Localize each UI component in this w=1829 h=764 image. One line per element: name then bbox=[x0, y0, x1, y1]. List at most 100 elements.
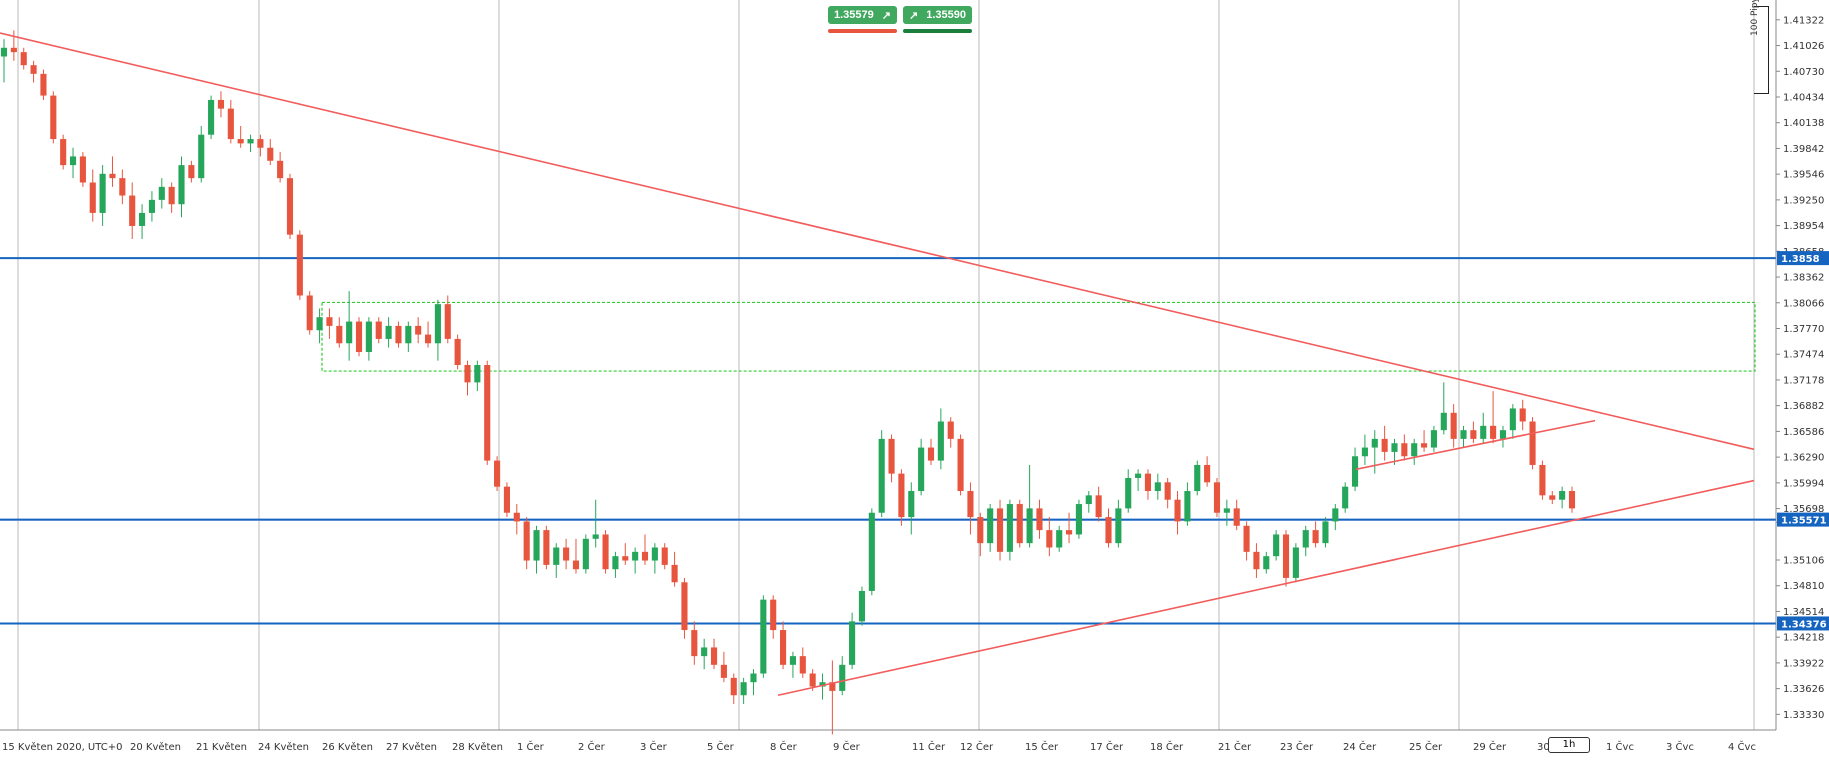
candle bbox=[572, 538, 580, 574]
price-tick-label: 1.34810 bbox=[1783, 581, 1824, 592]
candle bbox=[533, 525, 540, 574]
timeframe-badge[interactable]: 1h bbox=[1548, 737, 1590, 753]
candle-body bbox=[1036, 508, 1043, 531]
horizontal-levels[interactable] bbox=[0, 257, 1776, 625]
sell-button[interactable]: 1.35579 ↗ bbox=[828, 6, 897, 33]
price-tick-label: 1.39546 bbox=[1783, 170, 1824, 181]
candle bbox=[1263, 551, 1270, 574]
candle bbox=[178, 156, 185, 218]
candle bbox=[977, 512, 984, 557]
time-tick-label: 20 Květen bbox=[130, 741, 181, 753]
time-tick-label: 26 Květen bbox=[322, 741, 373, 753]
candle bbox=[1460, 425, 1467, 448]
supply-zone[interactable] bbox=[321, 301, 1756, 372]
sell-bar bbox=[828, 29, 897, 33]
candle-body bbox=[208, 99, 215, 135]
candle-body bbox=[454, 338, 461, 365]
candle-body bbox=[296, 234, 303, 296]
time-tick-label: 28 Květen bbox=[452, 741, 503, 753]
candle bbox=[1154, 473, 1161, 500]
candle-body bbox=[10, 47, 17, 53]
candle bbox=[444, 295, 451, 344]
time-tick-label: 21 Čer bbox=[1218, 740, 1252, 753]
candle-body bbox=[40, 73, 47, 96]
candle bbox=[523, 517, 530, 570]
candle-body bbox=[247, 139, 254, 144]
candle-body bbox=[740, 682, 747, 696]
price-tag[interactable] bbox=[1777, 616, 1829, 631]
candle bbox=[839, 656, 846, 696]
candle-body bbox=[1322, 521, 1329, 544]
candle bbox=[99, 165, 106, 226]
candle bbox=[602, 530, 609, 574]
candle-body bbox=[267, 147, 274, 161]
candle-body bbox=[395, 325, 402, 344]
time-tick-label: 17 Čer bbox=[1090, 740, 1124, 753]
candle-body bbox=[405, 325, 412, 344]
candle-body bbox=[50, 95, 57, 140]
candle-body bbox=[0, 47, 8, 57]
time-axis[interactable]: 15 Květen 2020, UTC+0 20 Květen 21 Květen 2… bbox=[0, 729, 1776, 753]
candle-body bbox=[306, 295, 313, 331]
candle-body bbox=[139, 212, 146, 226]
candle-body bbox=[1411, 443, 1418, 457]
candle bbox=[1273, 530, 1280, 561]
candle-body bbox=[582, 538, 589, 570]
trendlines[interactable] bbox=[0, 32, 1755, 697]
price-tick-label: 1.33922 bbox=[1783, 658, 1824, 669]
candle-body bbox=[158, 186, 165, 200]
time-tick-label: 18 Čer bbox=[1150, 740, 1184, 753]
candle-body bbox=[1075, 504, 1082, 535]
price-tag[interactable] bbox=[1777, 512, 1829, 527]
candle bbox=[237, 126, 244, 148]
candle-body bbox=[484, 365, 491, 461]
candle-body bbox=[878, 438, 885, 513]
candle bbox=[1164, 477, 1171, 509]
candle bbox=[395, 321, 402, 348]
candle bbox=[957, 434, 964, 496]
candle-body bbox=[316, 317, 323, 331]
candle bbox=[612, 551, 619, 578]
candle-body bbox=[365, 321, 372, 352]
price-tick-label: 1.35698 bbox=[1783, 504, 1824, 515]
ascending-trendline[interactable] bbox=[777, 479, 1755, 697]
candle-body bbox=[1065, 530, 1073, 535]
candle-body bbox=[908, 491, 915, 518]
buy-price: 1.35590 bbox=[926, 9, 966, 21]
candle bbox=[168, 182, 175, 213]
candle bbox=[227, 99, 234, 144]
price-tag-label: 1.35571 bbox=[1781, 516, 1827, 527]
candle-body bbox=[1559, 491, 1566, 500]
time-tick-label: 29 Čer bbox=[1473, 740, 1507, 753]
candle bbox=[1440, 382, 1447, 435]
candle bbox=[454, 334, 461, 370]
candle bbox=[671, 551, 678, 587]
candle bbox=[385, 317, 392, 348]
candle-body bbox=[69, 156, 77, 166]
candle-body bbox=[1184, 491, 1191, 522]
candle-body bbox=[809, 673, 816, 687]
candle bbox=[188, 160, 195, 183]
buy-button[interactable]: ↗ 1.35590 bbox=[902, 6, 972, 33]
candle-body bbox=[898, 473, 905, 518]
zone-rect[interactable] bbox=[321, 301, 1756, 372]
price-tick-label: 1.34514 bbox=[1783, 607, 1824, 618]
candle bbox=[40, 69, 47, 100]
price-axis[interactable]: 1.41322 1.41026 1.40730 1.40434 1.40138 1.398… bbox=[1775, 0, 1829, 730]
descending-trendline[interactable] bbox=[0, 32, 1755, 451]
candle-body bbox=[1302, 530, 1309, 548]
candle-body bbox=[237, 139, 244, 144]
candle-body bbox=[710, 647, 718, 665]
price-tick-label: 1.37770 bbox=[1783, 324, 1824, 335]
candle bbox=[1312, 521, 1319, 548]
candle bbox=[109, 156, 116, 187]
price-tag[interactable] bbox=[1777, 251, 1829, 266]
time-tick-label: 9 Čer bbox=[833, 740, 861, 753]
channel-trendline[interactable] bbox=[1355, 419, 1596, 471]
candle-body bbox=[385, 325, 392, 339]
candle-body bbox=[346, 321, 353, 344]
candle bbox=[927, 438, 935, 465]
time-tick-label: 24 Květen bbox=[258, 741, 309, 753]
